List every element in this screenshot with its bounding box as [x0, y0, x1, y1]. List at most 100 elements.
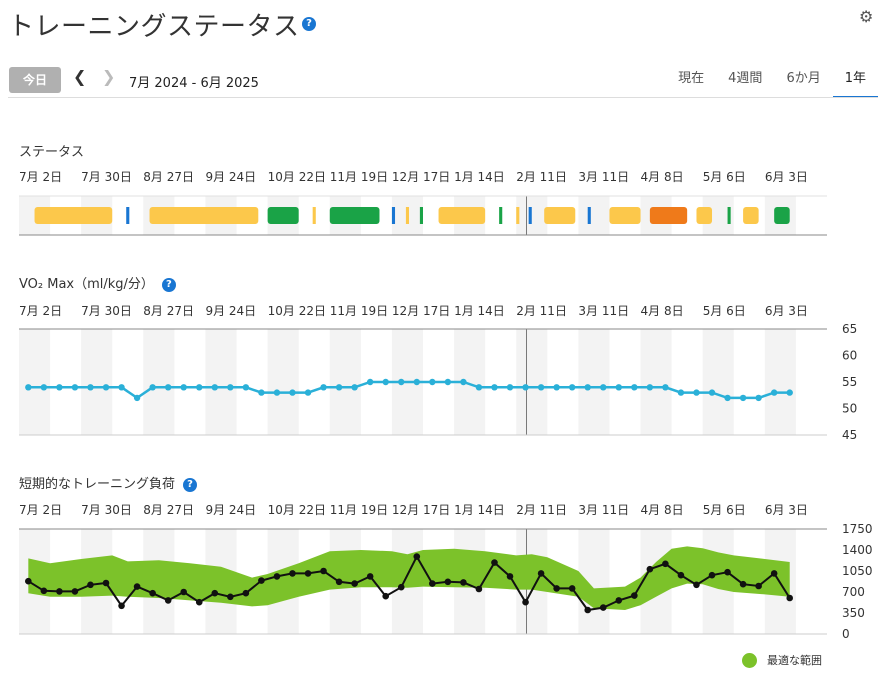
load-x-tick-label: 7月 30日 [81, 503, 132, 517]
load-point [475, 585, 483, 593]
status-segment-productive [149, 207, 259, 224]
vo2max-week-stripe [702, 329, 734, 435]
vo2max-point [475, 384, 483, 391]
vo2max-x-tick-label: 12月 17日 [392, 304, 450, 318]
chevron-right-icon[interactable]: ❯ [102, 67, 116, 86]
vo2max-point [739, 394, 747, 402]
status-segment-peaking [419, 207, 423, 224]
load-point [242, 589, 250, 597]
vo2max-point [506, 384, 514, 391]
legend: 最適な範囲 [742, 652, 822, 668]
load-point [491, 559, 498, 566]
vo2max-x-tick-label: 2月 11日 [516, 304, 567, 318]
load-x-tick-label: 2月 11日 [516, 503, 567, 517]
status-segment-productive [743, 207, 759, 224]
vo2max-point [615, 384, 622, 391]
status-x-tick-label: 2月 11日 [516, 170, 567, 184]
load-point [693, 581, 700, 589]
vo2max-point [631, 384, 638, 391]
load-point [397, 583, 405, 591]
load-point [429, 580, 436, 587]
status-segment-productive [312, 207, 316, 224]
vo2max-point [724, 394, 731, 402]
vo2max-point [537, 384, 545, 391]
vo2max-x-tick-label: 7月 30日 [81, 304, 132, 318]
vo2max-x-tick-label: 10月 22日 [268, 304, 326, 318]
status-x-tick-label: 6月 3日 [765, 170, 808, 184]
vo2max-point [304, 389, 312, 396]
load-point [133, 583, 141, 590]
vo2max-point [118, 384, 125, 391]
load-point [25, 577, 32, 585]
status-segment-recovery [126, 207, 130, 224]
status-segment-recovery [587, 207, 591, 224]
vo2max-title-text: VO₂ Max（ml/kg/分） [19, 277, 154, 292]
load-point [102, 579, 110, 587]
vo2max-point [366, 378, 374, 386]
status-segment-productive [696, 207, 713, 224]
vo2max-point [444, 378, 452, 386]
load-x-tick-label: 5月 6日 [703, 503, 746, 517]
vo2max-point [273, 389, 281, 396]
load-point [56, 588, 63, 595]
load-point [335, 578, 343, 586]
vo2max-point [460, 378, 467, 386]
vo2max-point [289, 389, 296, 396]
vo2max-y-tick-label: 65 [842, 322, 857, 336]
load-section-title: 短期的なトレーニング負荷? [19, 473, 198, 492]
status-segment-peaking [774, 207, 790, 224]
chevron-left-icon[interactable]: ❮ [73, 67, 87, 86]
load-point [273, 573, 281, 580]
status-segment-peaking [267, 207, 299, 224]
vo2max-help-icon[interactable]: ? [161, 278, 176, 292]
vo2max-point [87, 384, 94, 391]
vo2max-point [429, 378, 436, 386]
tab-4-weeks[interactable]: 4週間 [728, 71, 763, 86]
vo2max-week-stripe [81, 329, 113, 435]
vo2max-point [180, 384, 187, 391]
load-point [786, 594, 794, 602]
status-segment-productive [516, 207, 520, 224]
vo2max-week-stripe [19, 329, 51, 435]
vo2max-point [133, 394, 141, 402]
load-point [71, 588, 79, 595]
load-x-tick-label: 3月 11日 [578, 503, 629, 517]
status-segment-overreaching [649, 207, 688, 224]
tab-current[interactable]: 現在 [678, 71, 705, 86]
gear-icon[interactable]: ⚙ [859, 7, 874, 26]
vo2max-point [102, 384, 110, 391]
load-point [553, 585, 560, 592]
load-x-tick-label: 8月 27日 [143, 503, 194, 517]
load-point [164, 597, 172, 604]
vo2max-point [662, 384, 669, 391]
load-point [460, 579, 467, 586]
vo2max-point [196, 384, 203, 391]
title-help-icon[interactable]: ? [302, 17, 316, 31]
load-point [584, 606, 592, 614]
load-point [40, 587, 48, 595]
load-point [646, 565, 654, 573]
load-x-tick-label: 6月 3日 [765, 503, 808, 517]
vo2max-week-stripe [205, 329, 237, 435]
vo2max-point [398, 378, 405, 386]
load-point [118, 602, 125, 610]
load-point [770, 570, 778, 577]
load-help-icon[interactable]: ? [183, 478, 198, 492]
vo2max-week-stripe [329, 329, 361, 435]
load-x-tick-label: 10月 22日 [268, 503, 326, 517]
vo2max-x-tick-label: 6月 3日 [765, 304, 808, 318]
vo2max-week-stripe [578, 329, 610, 435]
today-button[interactable]: 今日 [9, 67, 61, 93]
load-point [366, 573, 374, 580]
vo2max-point [646, 384, 654, 391]
status-segment-productive [405, 207, 410, 224]
tab-6-months[interactable]: 6か月 [786, 71, 821, 86]
load-point [320, 567, 327, 575]
load-y-tick-label: 1050 [842, 564, 873, 578]
vo2max-point [413, 378, 420, 386]
status-segment-productive [609, 207, 641, 224]
vo2max-point [71, 384, 79, 391]
load-point [677, 571, 685, 579]
status-x-tick-label: 11月 19日 [330, 170, 388, 184]
status-x-tick-label: 7月 30日 [81, 170, 132, 184]
